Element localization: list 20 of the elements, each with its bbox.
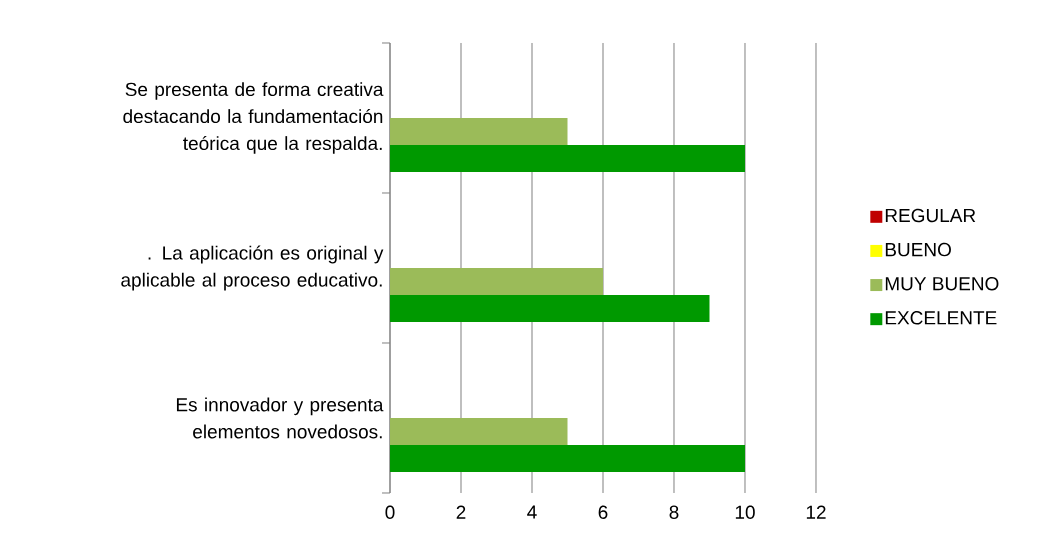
bar (390, 294, 710, 322)
x-tick-label: 2 (456, 505, 466, 519)
x-tick-label: 6 (598, 505, 608, 519)
x-tick-label: 10 (735, 505, 755, 519)
y-tick-label: . La aplicación es original y aplicable al proceso educativo. (121, 245, 384, 291)
legend-label: REGULAR (885, 208, 976, 223)
y-tick-label: Es innovador y presenta elementos novedosos. (176, 397, 384, 439)
bar (390, 417, 568, 445)
x-tick-label: 8 (669, 505, 679, 519)
x-tick-label: 4 (527, 505, 537, 519)
bar (390, 144, 745, 172)
y-tick-label: Se presenta de forma creativa destacando la fundamentación teórica que la respalda. (123, 82, 384, 154)
legend-label: MUY BUENO (885, 276, 999, 291)
bar (390, 117, 568, 145)
bar (390, 444, 745, 472)
bar (390, 267, 603, 295)
x-tick-label: 12 (806, 505, 826, 519)
legend-label: BUENO (885, 242, 951, 257)
x-tick-label: 0 (385, 505, 395, 519)
legend-label: EXCELENTE (885, 311, 997, 325)
